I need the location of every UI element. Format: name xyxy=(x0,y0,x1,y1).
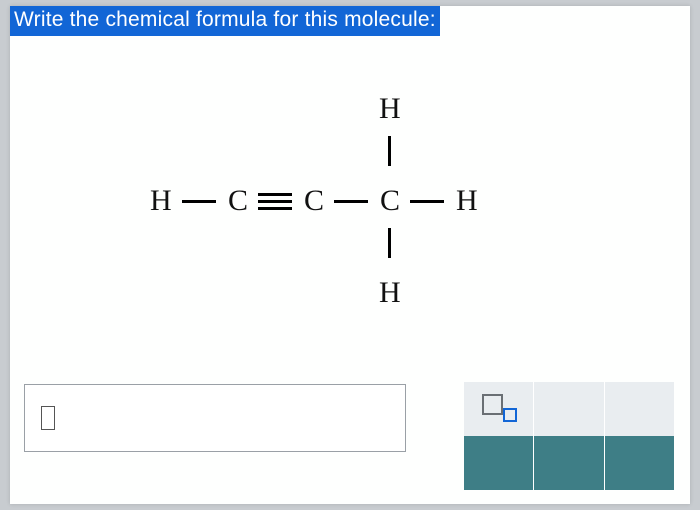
atom-h-bottom: H xyxy=(379,278,401,308)
palette-tool-2[interactable] xyxy=(534,382,604,436)
answer-input[interactable] xyxy=(24,384,406,452)
palette-bottom-row xyxy=(464,436,674,490)
atom-h-top: H xyxy=(379,94,401,124)
prompt-text: Write the chemical formula for this mole… xyxy=(10,6,440,36)
bond-vertical-top xyxy=(388,136,391,166)
bond-vertical-bottom xyxy=(388,228,391,258)
palette-top-row xyxy=(464,382,674,436)
atom-c3: C xyxy=(380,186,400,216)
palette-cell-2[interactable] xyxy=(534,436,604,490)
palette-tool-3[interactable] xyxy=(605,382,674,436)
bond-single-2 xyxy=(334,200,368,203)
text-cursor xyxy=(41,406,55,430)
molecule-diagram: H H C C C H H xyxy=(130,76,510,306)
atom-c2: C xyxy=(304,186,324,216)
bond-single-1 xyxy=(182,200,216,203)
bond-triple xyxy=(258,193,292,210)
subscript-tool-button[interactable] xyxy=(464,382,534,436)
palette-cell-3[interactable] xyxy=(605,436,674,490)
atom-h-right: H xyxy=(456,186,478,216)
palette-cell-1[interactable] xyxy=(464,436,534,490)
atom-c1: C xyxy=(228,186,248,216)
atom-h-left: H xyxy=(150,186,172,216)
subscript-icon xyxy=(482,394,503,420)
worksheet-page: Write the chemical formula for this mole… xyxy=(10,6,690,504)
tool-palette xyxy=(464,382,674,490)
bond-single-3 xyxy=(410,200,444,203)
